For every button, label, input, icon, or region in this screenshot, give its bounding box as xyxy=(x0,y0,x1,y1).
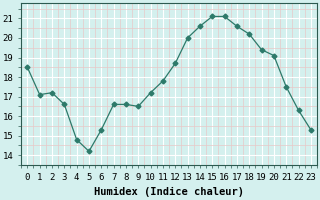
X-axis label: Humidex (Indice chaleur): Humidex (Indice chaleur) xyxy=(94,187,244,197)
